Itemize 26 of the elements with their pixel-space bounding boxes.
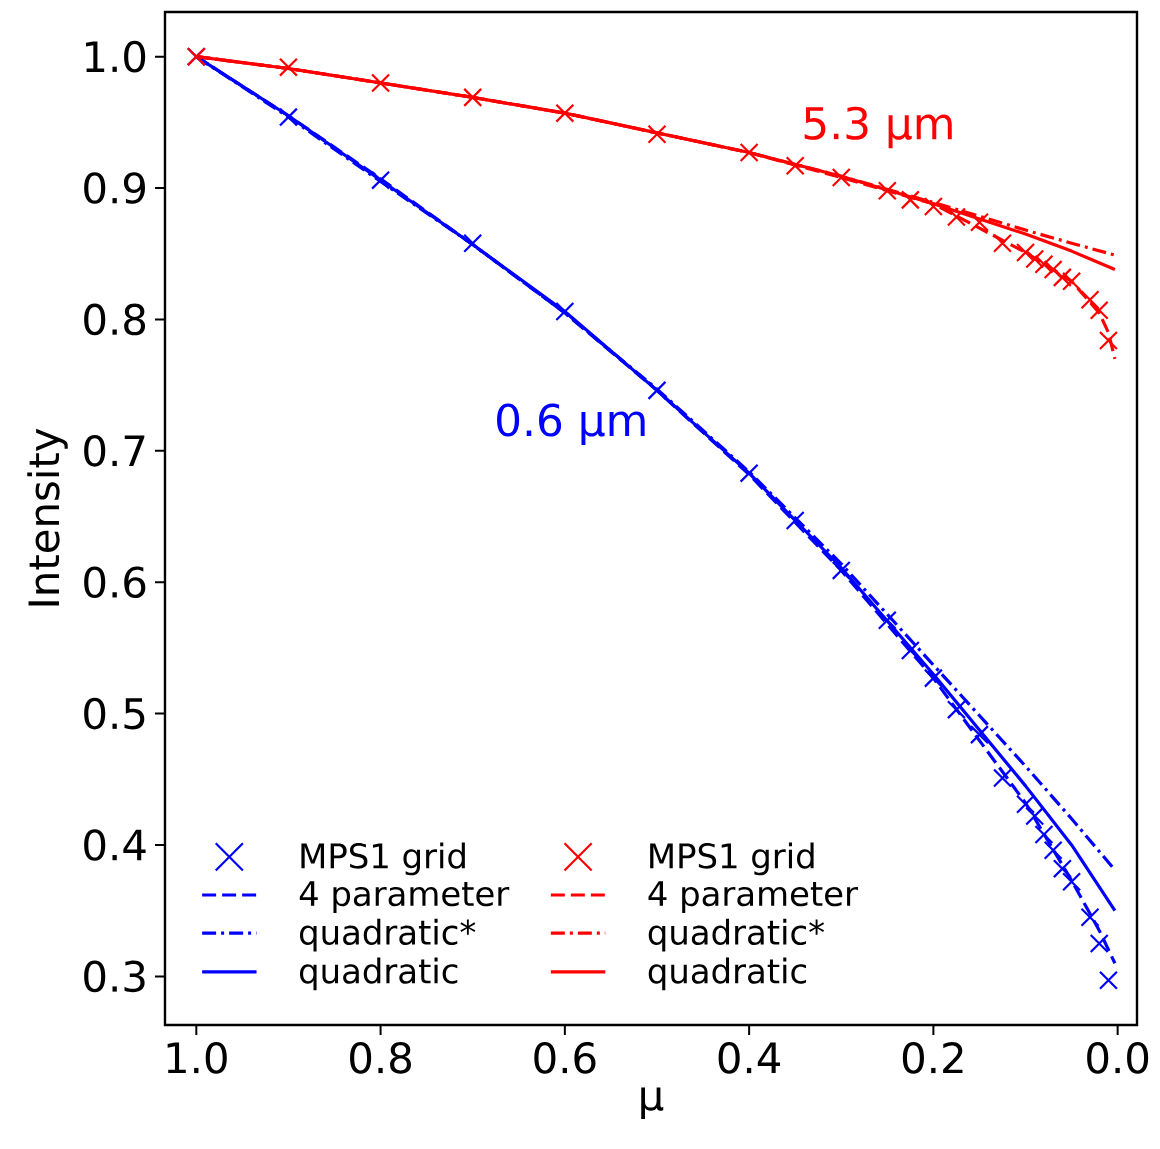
legend-label: quadratic <box>299 957 458 991</box>
y-tick-label: 0.9 <box>84 172 146 204</box>
y-tick-label: 0.7 <box>84 434 145 467</box>
x-tick-label: 1.0 <box>167 1042 227 1074</box>
legend-label: 4 parameter <box>648 881 858 913</box>
y-tick-label: 0.3 <box>84 960 145 993</box>
legend-label: MPS1 grid <box>650 842 814 876</box>
x-tick-label: 0.8 <box>350 1042 411 1074</box>
legend-label: quadratic <box>648 957 807 991</box>
y-tick-label: 0.5 <box>84 697 145 730</box>
annotation: 0.6 µm <box>497 403 645 446</box>
x-tick-label: 0.4 <box>718 1042 781 1074</box>
legend-label: MPS1 grid <box>301 842 465 876</box>
legend-label: quadratic* <box>299 918 476 952</box>
y-tick-label: 0.4 <box>84 829 146 861</box>
y-tick-label: 0.6 <box>84 566 146 599</box>
x-axis-title: µ <box>641 1087 664 1119</box>
y-tick-label: 0.8 <box>84 303 146 336</box>
legend-label: quadratic* <box>648 918 825 952</box>
y-axis-title: Intensity <box>27 428 68 606</box>
legend-label: 4 parameter <box>299 881 510 913</box>
x-tick-label: 0.6 <box>534 1042 596 1074</box>
annotation: 5.3 µm <box>804 106 952 149</box>
y-tick-label: 1.0 <box>86 40 146 73</box>
x-tick-label: 0.2 <box>902 1042 963 1074</box>
x-tick-label: 0.0 <box>1087 1042 1149 1074</box>
